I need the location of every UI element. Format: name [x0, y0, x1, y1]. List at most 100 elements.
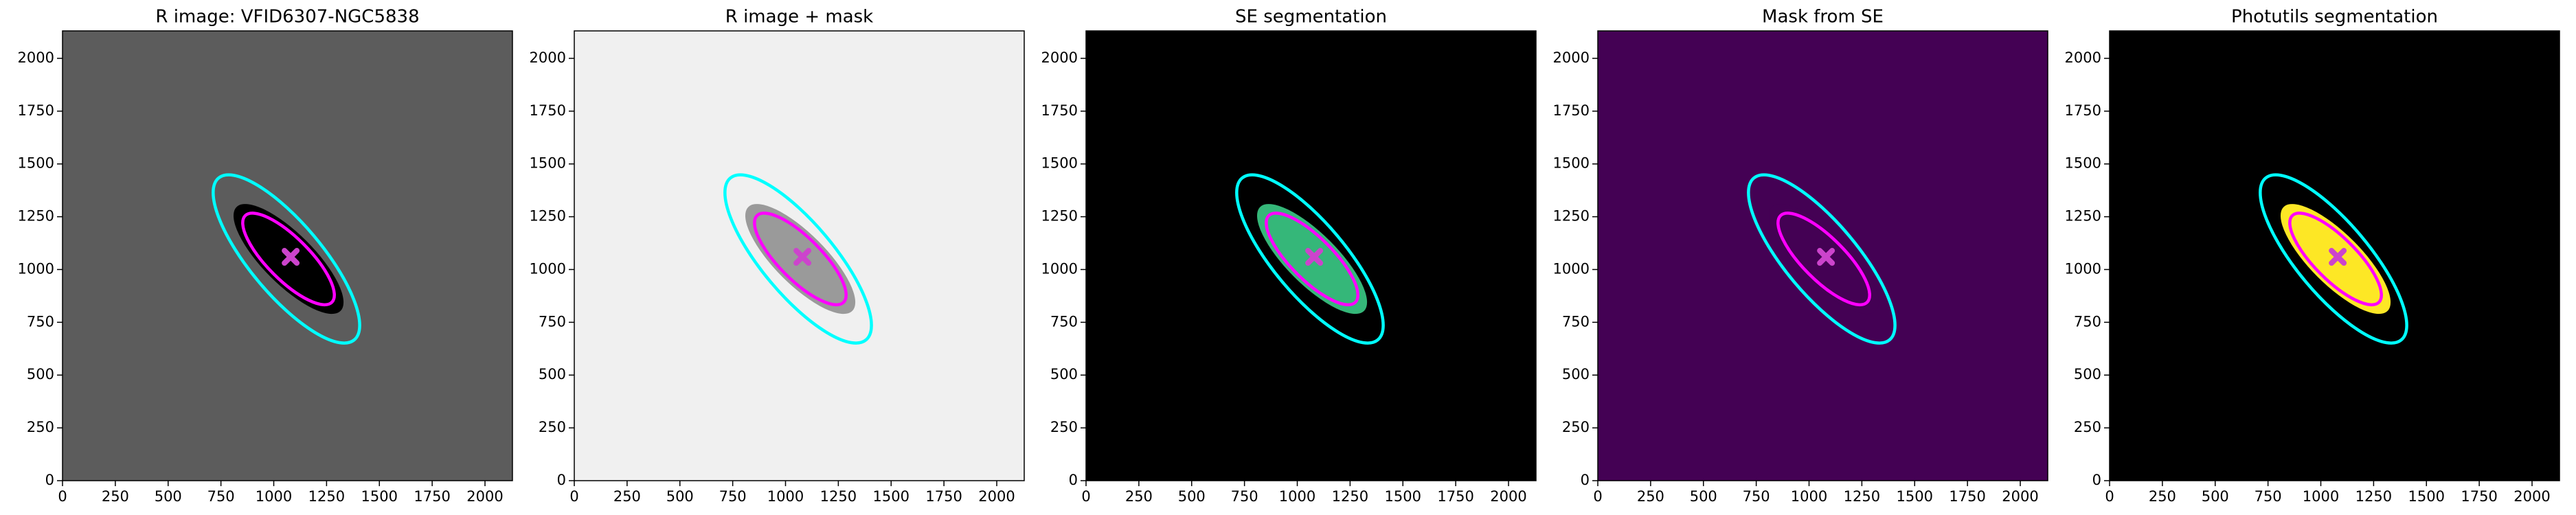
- x-tick-label: 1250: [2355, 488, 2392, 505]
- y-tick-label: 0: [45, 472, 54, 488]
- marker: [282, 248, 300, 266]
- ellipse: [2259, 173, 2408, 345]
- x-tick-label: 2000: [466, 488, 503, 505]
- axes-frame: [574, 30, 1025, 481]
- x-tick-label: 2000: [1490, 488, 1526, 505]
- y-tick-label: 750: [2074, 313, 2101, 330]
- x-tick-label: 2000: [2513, 488, 2550, 505]
- x-tick-label: 750: [1743, 488, 1770, 505]
- x-tick-label: 0: [58, 488, 67, 505]
- x-tick-label: 1750: [2461, 488, 2497, 505]
- x-tick-label: 750: [1231, 488, 1258, 505]
- ellipse: [241, 211, 336, 307]
- x-tick-label: 0: [2105, 488, 2114, 505]
- y-tick-label: 2000: [530, 49, 566, 66]
- marker: [793, 248, 812, 266]
- image: [1086, 31, 1536, 481]
- image: [574, 31, 1024, 481]
- x-tick-label: 1750: [1949, 488, 1985, 505]
- ellipse: [1776, 211, 1871, 307]
- x-tick-label: 1000: [767, 488, 804, 505]
- ellipse: [753, 211, 848, 307]
- x-tick-label: 750: [719, 488, 747, 505]
- x-tick-label: 1000: [1279, 488, 1315, 505]
- y-tick-label: 1750: [1553, 102, 1590, 119]
- y-tick-label: 1250: [18, 208, 54, 225]
- x-tick-label: 250: [1637, 488, 1664, 505]
- axes-frame: [2109, 30, 2560, 481]
- ellipse: [1265, 211, 1359, 307]
- ellipse: [1235, 173, 1385, 345]
- ellipse: [1747, 173, 1897, 345]
- axes-frame: [1597, 30, 2048, 481]
- x-tick-label: 1250: [1332, 488, 1368, 505]
- y-tick-label: 1750: [18, 102, 54, 119]
- x-tick-label: 500: [1178, 488, 1206, 505]
- x-tick-label: 1750: [414, 488, 450, 505]
- y-tick-label: 1500: [530, 155, 566, 172]
- marker: [2329, 248, 2347, 266]
- image: [63, 31, 512, 481]
- x-tick-label: 2000: [2002, 488, 2038, 505]
- y-tick-label: 750: [539, 313, 566, 330]
- panel-title: R image: VFID6307-NGC5838: [155, 7, 419, 27]
- y-tick-label: 1750: [1041, 102, 1078, 119]
- y-tick-label: 500: [1050, 366, 1078, 382]
- x-tick-label: 750: [207, 488, 235, 505]
- y-tick-label: 0: [2092, 472, 2101, 488]
- marker: [1305, 248, 1324, 266]
- x-tick-label: 1000: [1791, 488, 1827, 505]
- x-tick-label: 2000: [978, 488, 1015, 505]
- marker: [1817, 248, 1835, 266]
- x-tick-label: 500: [155, 488, 182, 505]
- panel-title: SE segmentation: [1235, 7, 1387, 27]
- y-tick-label: 500: [1562, 366, 1590, 382]
- y-tick-label: 2000: [1041, 49, 1078, 66]
- y-tick-label: 1000: [1041, 260, 1078, 277]
- ellipse: [212, 173, 361, 345]
- x-tick-label: 1250: [308, 488, 345, 505]
- y-tick-label: 2000: [2065, 49, 2101, 66]
- x-tick-label: 1000: [2303, 488, 2339, 505]
- panel-title: R image + mask: [725, 7, 874, 27]
- x-tick-label: 1500: [1897, 488, 1933, 505]
- y-tick-label: 1000: [530, 260, 566, 277]
- y-tick-label: 250: [27, 419, 54, 435]
- y-tick-label: 1500: [18, 155, 54, 172]
- x-tick-label: 250: [1125, 488, 1153, 505]
- y-tick-label: 500: [539, 366, 566, 382]
- y-tick-label: 500: [2074, 366, 2101, 382]
- y-tick-label: 500: [27, 366, 54, 382]
- x-tick-label: 1500: [873, 488, 909, 505]
- x-tick-label: 1750: [925, 488, 962, 505]
- y-tick-label: 0: [1069, 472, 1078, 488]
- image: [1598, 31, 2048, 481]
- panel: R image + mask 0 250 500 750 1000 1250 1500 1750…: [530, 7, 1025, 505]
- y-tick-label: 1500: [1041, 155, 1078, 172]
- y-tick-label: 1500: [1553, 155, 1590, 172]
- x-tick-label: 1250: [1844, 488, 1880, 505]
- x-tick-label: 750: [2255, 488, 2282, 505]
- x-tick-label: 0: [1081, 488, 1090, 505]
- y-tick-label: 1000: [1553, 260, 1590, 277]
- x-tick-label: 250: [102, 488, 129, 505]
- y-tick-label: 2000: [18, 49, 54, 66]
- panel: Mask from SE 0 250 500 750 1000 1250 1500 1750 20…: [1553, 7, 2048, 505]
- y-tick-label: 1250: [530, 208, 566, 225]
- y-tick-label: 250: [1562, 419, 1590, 435]
- y-tick-label: 1750: [530, 102, 566, 119]
- y-tick-label: 0: [1581, 472, 1590, 488]
- y-tick-label: 250: [2074, 419, 2101, 435]
- y-tick-label: 1000: [18, 260, 54, 277]
- panel: R image: VFID6307-NGC5838 0 250 500 750 1000 1…: [18, 7, 513, 505]
- y-tick-label: 1250: [1553, 208, 1590, 225]
- x-tick-label: 1250: [820, 488, 857, 505]
- x-tick-label: 250: [613, 488, 641, 505]
- x-tick-label: 1500: [1385, 488, 1421, 505]
- x-tick-label: 0: [1593, 488, 1602, 505]
- x-tick-label: 1750: [1437, 488, 1473, 505]
- image: [2110, 31, 2560, 481]
- panel-title: Mask from SE: [1762, 7, 1884, 27]
- x-tick-label: 500: [2202, 488, 2229, 505]
